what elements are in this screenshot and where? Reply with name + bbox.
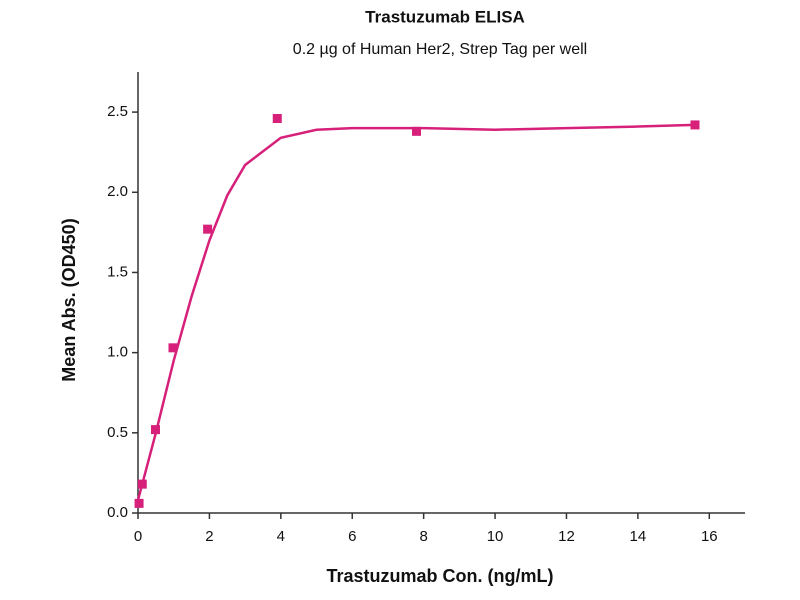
y-tick-label: 2.5 — [107, 103, 128, 120]
data-point — [272, 114, 282, 124]
fit-curve — [136, 123, 696, 501]
y-tick-label: 0.5 — [107, 424, 128, 441]
x-axis-label: Trastuzumab Con. (ng/mL) — [327, 566, 554, 586]
data-point — [203, 224, 213, 234]
x-tick-label: 8 — [419, 528, 427, 545]
data-point — [168, 343, 178, 353]
data-point — [412, 126, 422, 136]
x-tick-label: 0 — [134, 528, 142, 545]
y-axis-label: Mean Abs. (OD450) — [59, 218, 79, 381]
x-tick-label: 6 — [348, 528, 356, 545]
y-tick-label: 0.0 — [107, 504, 128, 521]
y-tick-label: 1.0 — [107, 344, 128, 361]
y-tick-label: 1.5 — [107, 263, 128, 280]
chart-subtitle: 0.2 µg of Human Her2, Strep Tag per well — [293, 41, 587, 58]
x-tick-label: 4 — [277, 528, 285, 545]
y-tick-label: 2.0 — [107, 183, 128, 200]
x-tick-label: 16 — [701, 528, 718, 545]
x-tick-label: 14 — [630, 528, 647, 545]
x-tick-label: 2 — [205, 528, 213, 545]
x-tick-label: 12 — [558, 528, 575, 545]
data-point — [134, 498, 144, 508]
x-tick-label: 10 — [487, 528, 504, 545]
chart-title: Trastuzumab ELISA — [365, 7, 525, 26]
